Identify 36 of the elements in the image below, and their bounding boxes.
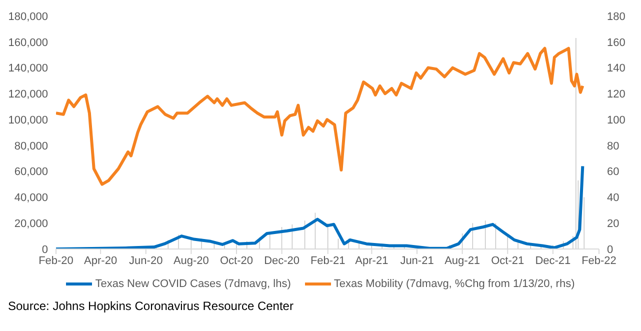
x-tick-label: Feb-22 xyxy=(582,254,616,267)
x-tick-label: Jun-20 xyxy=(129,254,163,267)
x-tick-label: Jun-21 xyxy=(400,254,434,267)
y-tick-label: 20,000 xyxy=(14,218,48,230)
x-tick-label: Apr-21 xyxy=(355,254,388,267)
y2-tick-label: 140 xyxy=(607,62,626,75)
x-tick-label: Dec-20 xyxy=(264,254,300,267)
x-tick-label: Feb-21 xyxy=(310,254,346,267)
y-tick-label: 140,000 xyxy=(8,62,48,75)
x-tick-label: Apr-20 xyxy=(84,254,118,267)
y2-tick-label: 180 xyxy=(607,10,626,23)
x-tick-label: Oct-20 xyxy=(220,254,254,267)
x-tick-label: Oct-21 xyxy=(491,254,524,267)
y-tick-label: 180,000 xyxy=(8,10,48,23)
x-tick-label: Feb-20 xyxy=(38,254,74,267)
source-note: Source: Johns Hopkins Coronavirus Resource Center xyxy=(8,299,294,313)
y-tick-label: 40,000 xyxy=(14,192,48,204)
y-tick-label: 100,000 xyxy=(8,114,48,126)
y2-tick-label: 60 xyxy=(607,166,620,178)
y2-tick-label: 40 xyxy=(607,192,620,204)
y-tick-label: 120,000 xyxy=(8,88,48,101)
x-tick-label: Aug-20 xyxy=(173,254,209,267)
legend-label: Texas New COVID Cases (7dmavg, lhs) xyxy=(95,278,291,290)
y2-tick-label: 0 xyxy=(607,244,614,256)
y2-tick-label: 80 xyxy=(607,140,620,152)
legend-label: Texas Mobility (7dmavg, %Chg from 1/13/20, rhs) xyxy=(334,278,575,290)
y-tick-label: 80,000 xyxy=(14,140,48,152)
y-tick-label: 0 xyxy=(42,244,48,256)
x-tick-label: Dec-21 xyxy=(535,254,571,267)
y2-tick-label: 120 xyxy=(607,88,626,101)
y-tick-label: 160,000 xyxy=(8,36,48,49)
y2-tick-label: 20 xyxy=(607,218,620,230)
y-tick-label: 60,000 xyxy=(14,166,48,178)
y2-tick-label: 100 xyxy=(607,114,626,126)
x-tick-label: Aug-21 xyxy=(444,254,480,267)
y2-tick-label: 160 xyxy=(607,36,626,49)
